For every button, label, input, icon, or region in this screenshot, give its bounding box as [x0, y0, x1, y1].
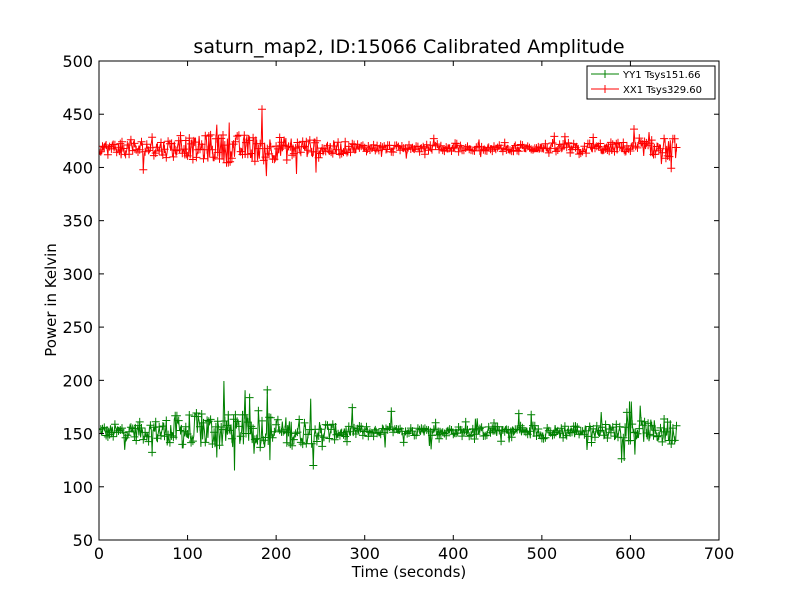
x-tick-label: 600: [615, 544, 646, 563]
series-yy1: [99, 380, 681, 471]
legend-label-xx1: XX1 Tsys329.60: [623, 85, 702, 96]
series-layer: [99, 105, 681, 471]
x-tick-label: 0: [94, 544, 104, 563]
x-tick-label: 400: [438, 544, 469, 563]
y-tick-label: 50: [73, 531, 93, 550]
legend: YY1 Tsys151.66 XX1 Tsys329.60: [586, 65, 716, 100]
y-tick-label: 450: [62, 105, 93, 124]
x-axis-label: Time (seconds): [351, 563, 467, 581]
y-tick-label: 500: [62, 52, 93, 71]
y-tick-label: 300: [62, 265, 93, 284]
y-tick-label: 350: [62, 212, 93, 231]
plot-frame: [98, 60, 720, 541]
y-tick-label: 150: [62, 425, 93, 444]
y-axis-label: Power in Kelvin: [42, 243, 60, 357]
x-tick-label: 200: [261, 544, 292, 563]
chart-title: saturn_map2, ID:15066 Calibrated Amplitu…: [193, 36, 624, 58]
y-tick-label: 200: [62, 371, 93, 390]
legend-label-yy1: YY1 Tsys151.66: [622, 70, 701, 81]
x-tick-label: 300: [349, 544, 380, 563]
legend-marker-xx1: [601, 85, 609, 93]
x-tick-label: 700: [704, 544, 735, 563]
legend-marker-yy1: [601, 70, 609, 78]
x-tick-label: 500: [527, 544, 558, 563]
y-tick-label: 250: [62, 318, 93, 337]
series-markers: [99, 105, 681, 174]
ticks-layer: 0 100 200 300 400 500 600 700 50 100 150 200 250 300 3…: [62, 52, 734, 563]
legend-box: [586, 65, 716, 100]
series-xx1: [99, 105, 681, 177]
series-markers: [99, 385, 681, 470]
x-tick-label: 100: [172, 544, 203, 563]
y-tick-label: 400: [62, 158, 93, 177]
y-tick-label: 100: [62, 478, 93, 497]
